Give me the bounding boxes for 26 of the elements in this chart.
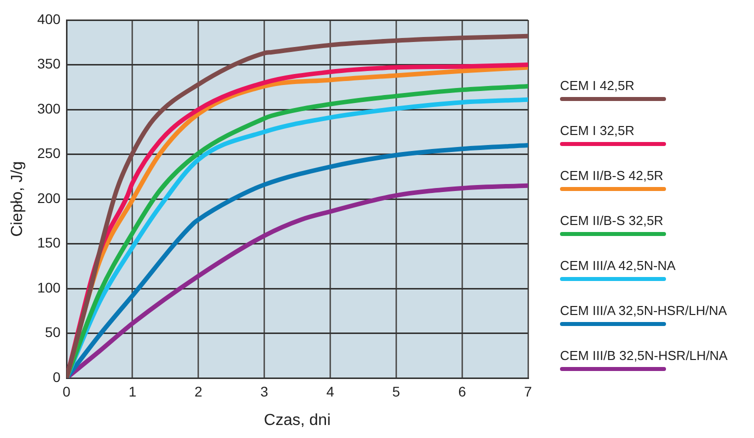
text: CEM II/B-S 32,5R	[560, 213, 664, 228]
text: CEM III/A 42,5N-NA	[560, 258, 676, 273]
x-tick-label: 6	[458, 383, 466, 400]
x-tick-label: 7	[524, 383, 532, 400]
y-tick-label: 100	[37, 279, 61, 296]
text: CEM III/A 32,5N-HSR/LH/NA	[560, 303, 727, 318]
y-tick-label: 50	[44, 324, 61, 340]
x-tick-label: 2	[194, 383, 202, 400]
x-tick-label: 0	[62, 383, 71, 400]
y-tick-label: 350	[37, 56, 61, 72]
text: CEM I 42,5R	[560, 78, 636, 93]
y-tick-label: 400	[37, 10, 61, 27]
y-tick-label: 300	[37, 100, 61, 116]
x-tick-label: 3	[260, 383, 268, 400]
y-tick-label: 0	[52, 368, 61, 385]
y-tick-label: 200	[37, 190, 61, 206]
text: CEM II/B-S 42,5R	[560, 168, 664, 183]
x-axis-title: Czas, dni	[264, 412, 331, 429]
x-tick-label: 4	[326, 383, 334, 400]
text: CEM III/B 32,5N-HSR/LH/NA	[560, 348, 728, 363]
y-axis-title: Ciepło, J/g	[9, 161, 26, 237]
y-tick-label: 150	[37, 234, 61, 251]
y-tick-label: 250	[37, 145, 61, 162]
text: CEM I 32,5R	[560, 123, 636, 138]
x-tick-label: 5	[392, 383, 400, 400]
x-tick-label: 1	[128, 383, 137, 400]
